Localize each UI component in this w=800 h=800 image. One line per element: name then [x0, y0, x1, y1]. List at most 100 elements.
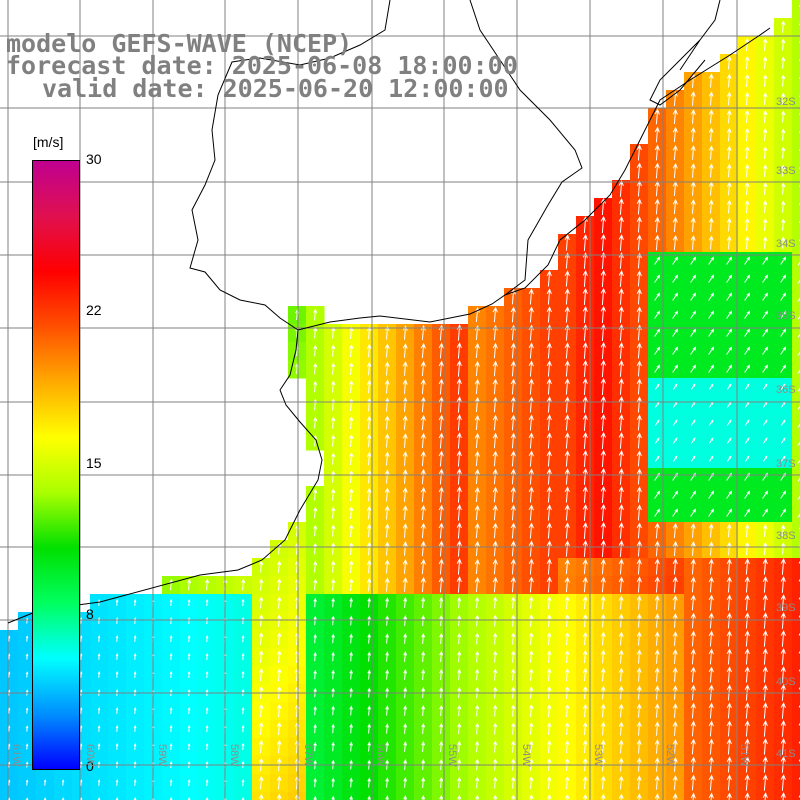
- wind-arrow: [781, 56, 786, 69]
- wind-arrow: [313, 506, 318, 519]
- wind-arrow: [780, 310, 787, 319]
- wind-arrow: [672, 576, 678, 593]
- wind-arrow: [744, 217, 750, 232]
- wind-arrow: [276, 596, 282, 609]
- wind-arrow: [690, 256, 697, 265]
- wind-arrow: [744, 508, 751, 517]
- wind-arrow: [187, 742, 191, 751]
- wind-arrow: [654, 310, 661, 319]
- wind-arrow: [744, 346, 751, 355]
- wind-arrow: [169, 652, 173, 661]
- wind-arrow: [384, 505, 390, 520]
- wind-arrow: [528, 432, 534, 449]
- wind-arrow: [546, 378, 552, 395]
- wind-arrow: [187, 598, 191, 607]
- wind-arrow: [133, 634, 137, 642]
- wind-arrow: [582, 251, 588, 269]
- wind-arrow: [744, 364, 751, 373]
- lon-label: 61W: [10, 744, 22, 767]
- wind-arrow: [546, 486, 552, 503]
- wind-arrow: [115, 743, 119, 750]
- wind-arrow: [762, 256, 769, 265]
- wind-arrow: [492, 558, 498, 575]
- wind-arrow: [797, 423, 800, 428]
- wind-arrow: [331, 669, 335, 680]
- wind-arrow: [25, 725, 29, 732]
- wind-arrow: [726, 541, 732, 556]
- wind-arrow: [708, 274, 715, 283]
- wind-arrow: [313, 723, 317, 734]
- wind-arrow: [456, 342, 462, 359]
- wind-arrow: [762, 612, 768, 629]
- wind-arrow: [384, 415, 390, 430]
- wind-arrow: [690, 702, 696, 719]
- wind-arrow: [762, 630, 768, 647]
- lagoa-mirim: [649, 0, 721, 106]
- wind-arrow: [475, 596, 480, 609]
- wind-arrow: [367, 615, 371, 626]
- wind-arrow: [384, 379, 390, 394]
- wind-arrow: [133, 778, 137, 786]
- wind-arrow: [25, 653, 29, 660]
- lat-label: 33S: [776, 165, 796, 177]
- wind-arrow: [331, 524, 336, 537]
- lat-label: 35S: [776, 310, 796, 322]
- wind-arrow: [654, 256, 661, 265]
- wind-arrow: [582, 739, 588, 754]
- wind-arrow: [726, 630, 732, 647]
- wind-arrow: [385, 777, 389, 788]
- wind-arrow: [493, 596, 498, 609]
- wind-arrow: [564, 739, 570, 754]
- wind-arrow: [762, 419, 768, 426]
- wind-cell: [792, 162, 800, 181]
- wind-arrow: [366, 505, 372, 520]
- wind-arrow: [726, 648, 732, 665]
- wind-arrow: [797, 459, 800, 464]
- wind-arrow: [385, 723, 389, 734]
- wind-arrow: [546, 342, 552, 359]
- wind-arrow: [762, 437, 768, 444]
- wind-arrow: [690, 490, 697, 499]
- wind-cell: [792, 522, 800, 541]
- wind-arrow: [492, 360, 498, 377]
- wind-arrow: [331, 380, 336, 393]
- wind-arrow: [403, 669, 408, 680]
- wind-arrow: [205, 796, 209, 800]
- wind-arrow: [744, 163, 750, 178]
- wind-arrow: [690, 437, 696, 444]
- wind-arrow: [187, 578, 192, 591]
- wind-arrow: [456, 432, 462, 449]
- wind-arrow: [456, 486, 462, 503]
- wind-arrow: [600, 775, 606, 790]
- wind-arrow: [115, 617, 119, 624]
- wind-arrow: [564, 270, 570, 287]
- wind-arrow: [259, 578, 264, 591]
- wind-arrow: [636, 252, 642, 269]
- wind-arrow: [781, 20, 786, 33]
- wind-arrow: [439, 776, 444, 789]
- wind-arrow: [331, 597, 335, 608]
- wind-cell: [234, 792, 253, 800]
- wind-arrow: [348, 541, 354, 555]
- wind-arrow: [636, 721, 642, 736]
- wind-arrow: [115, 797, 119, 800]
- wind-cell: [792, 648, 800, 667]
- wind-arrow: [510, 504, 516, 521]
- wind-arrow: [672, 198, 678, 215]
- wind-arrow: [744, 419, 750, 426]
- wind-arrow: [438, 522, 444, 539]
- wind-arrow: [475, 632, 480, 645]
- wind-arrow: [762, 576, 768, 593]
- wind-arrow: [600, 613, 606, 628]
- wind-arrow: [331, 705, 335, 716]
- wind-arrow: [79, 671, 83, 678]
- wind-arrow: [762, 56, 768, 69]
- wind-arrow: [781, 200, 786, 213]
- wind-arrow: [313, 542, 318, 555]
- wind-arrow: [493, 722, 498, 735]
- wind-arrow: [672, 274, 679, 283]
- wind-arrow: [564, 576, 570, 593]
- wind-arrow: [744, 91, 750, 106]
- wind-arrow: [744, 630, 750, 647]
